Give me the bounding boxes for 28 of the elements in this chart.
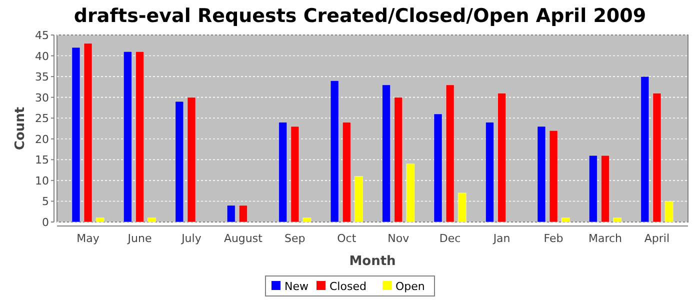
x-tick-label: Feb: [544, 232, 564, 245]
legend-label: Closed: [330, 280, 366, 293]
y-tick-label: 30: [35, 91, 49, 104]
x-tick-label: April: [644, 232, 670, 245]
y-tick-label: 15: [35, 154, 49, 167]
y-tick-label: 10: [35, 174, 49, 188]
x-tick-label: Dec: [439, 232, 461, 245]
x-tick-label: Oct: [337, 232, 357, 245]
chart-title: drafts-eval Requests Created/Closed/Open April 2009: [74, 5, 646, 27]
y-tick-label: 5: [42, 195, 49, 208]
y-tick-label: 0: [42, 216, 49, 229]
legend-label: Open: [396, 280, 425, 293]
y-tick-label: 20: [35, 132, 49, 146]
y-tick-label: 25: [35, 112, 49, 126]
y-axis-title: Count: [13, 106, 28, 150]
x-tick-label: July: [180, 232, 202, 245]
x-tick-label: June: [126, 232, 152, 245]
x-tick-label: Nov: [388, 232, 410, 245]
legend-label: New: [284, 280, 308, 293]
x-tick-label: August: [224, 232, 264, 245]
y-tick-label: 45: [35, 29, 49, 42]
x-tick-label: Jan: [492, 232, 510, 245]
y-tick-label: 40: [35, 50, 49, 63]
x-axis-title: Month: [349, 254, 396, 269]
y-tick-label: 35: [35, 70, 49, 84]
x-tick-label: May: [76, 232, 100, 245]
x-tick-label: Sep: [284, 232, 306, 245]
x-tick-label: March: [588, 232, 622, 245]
